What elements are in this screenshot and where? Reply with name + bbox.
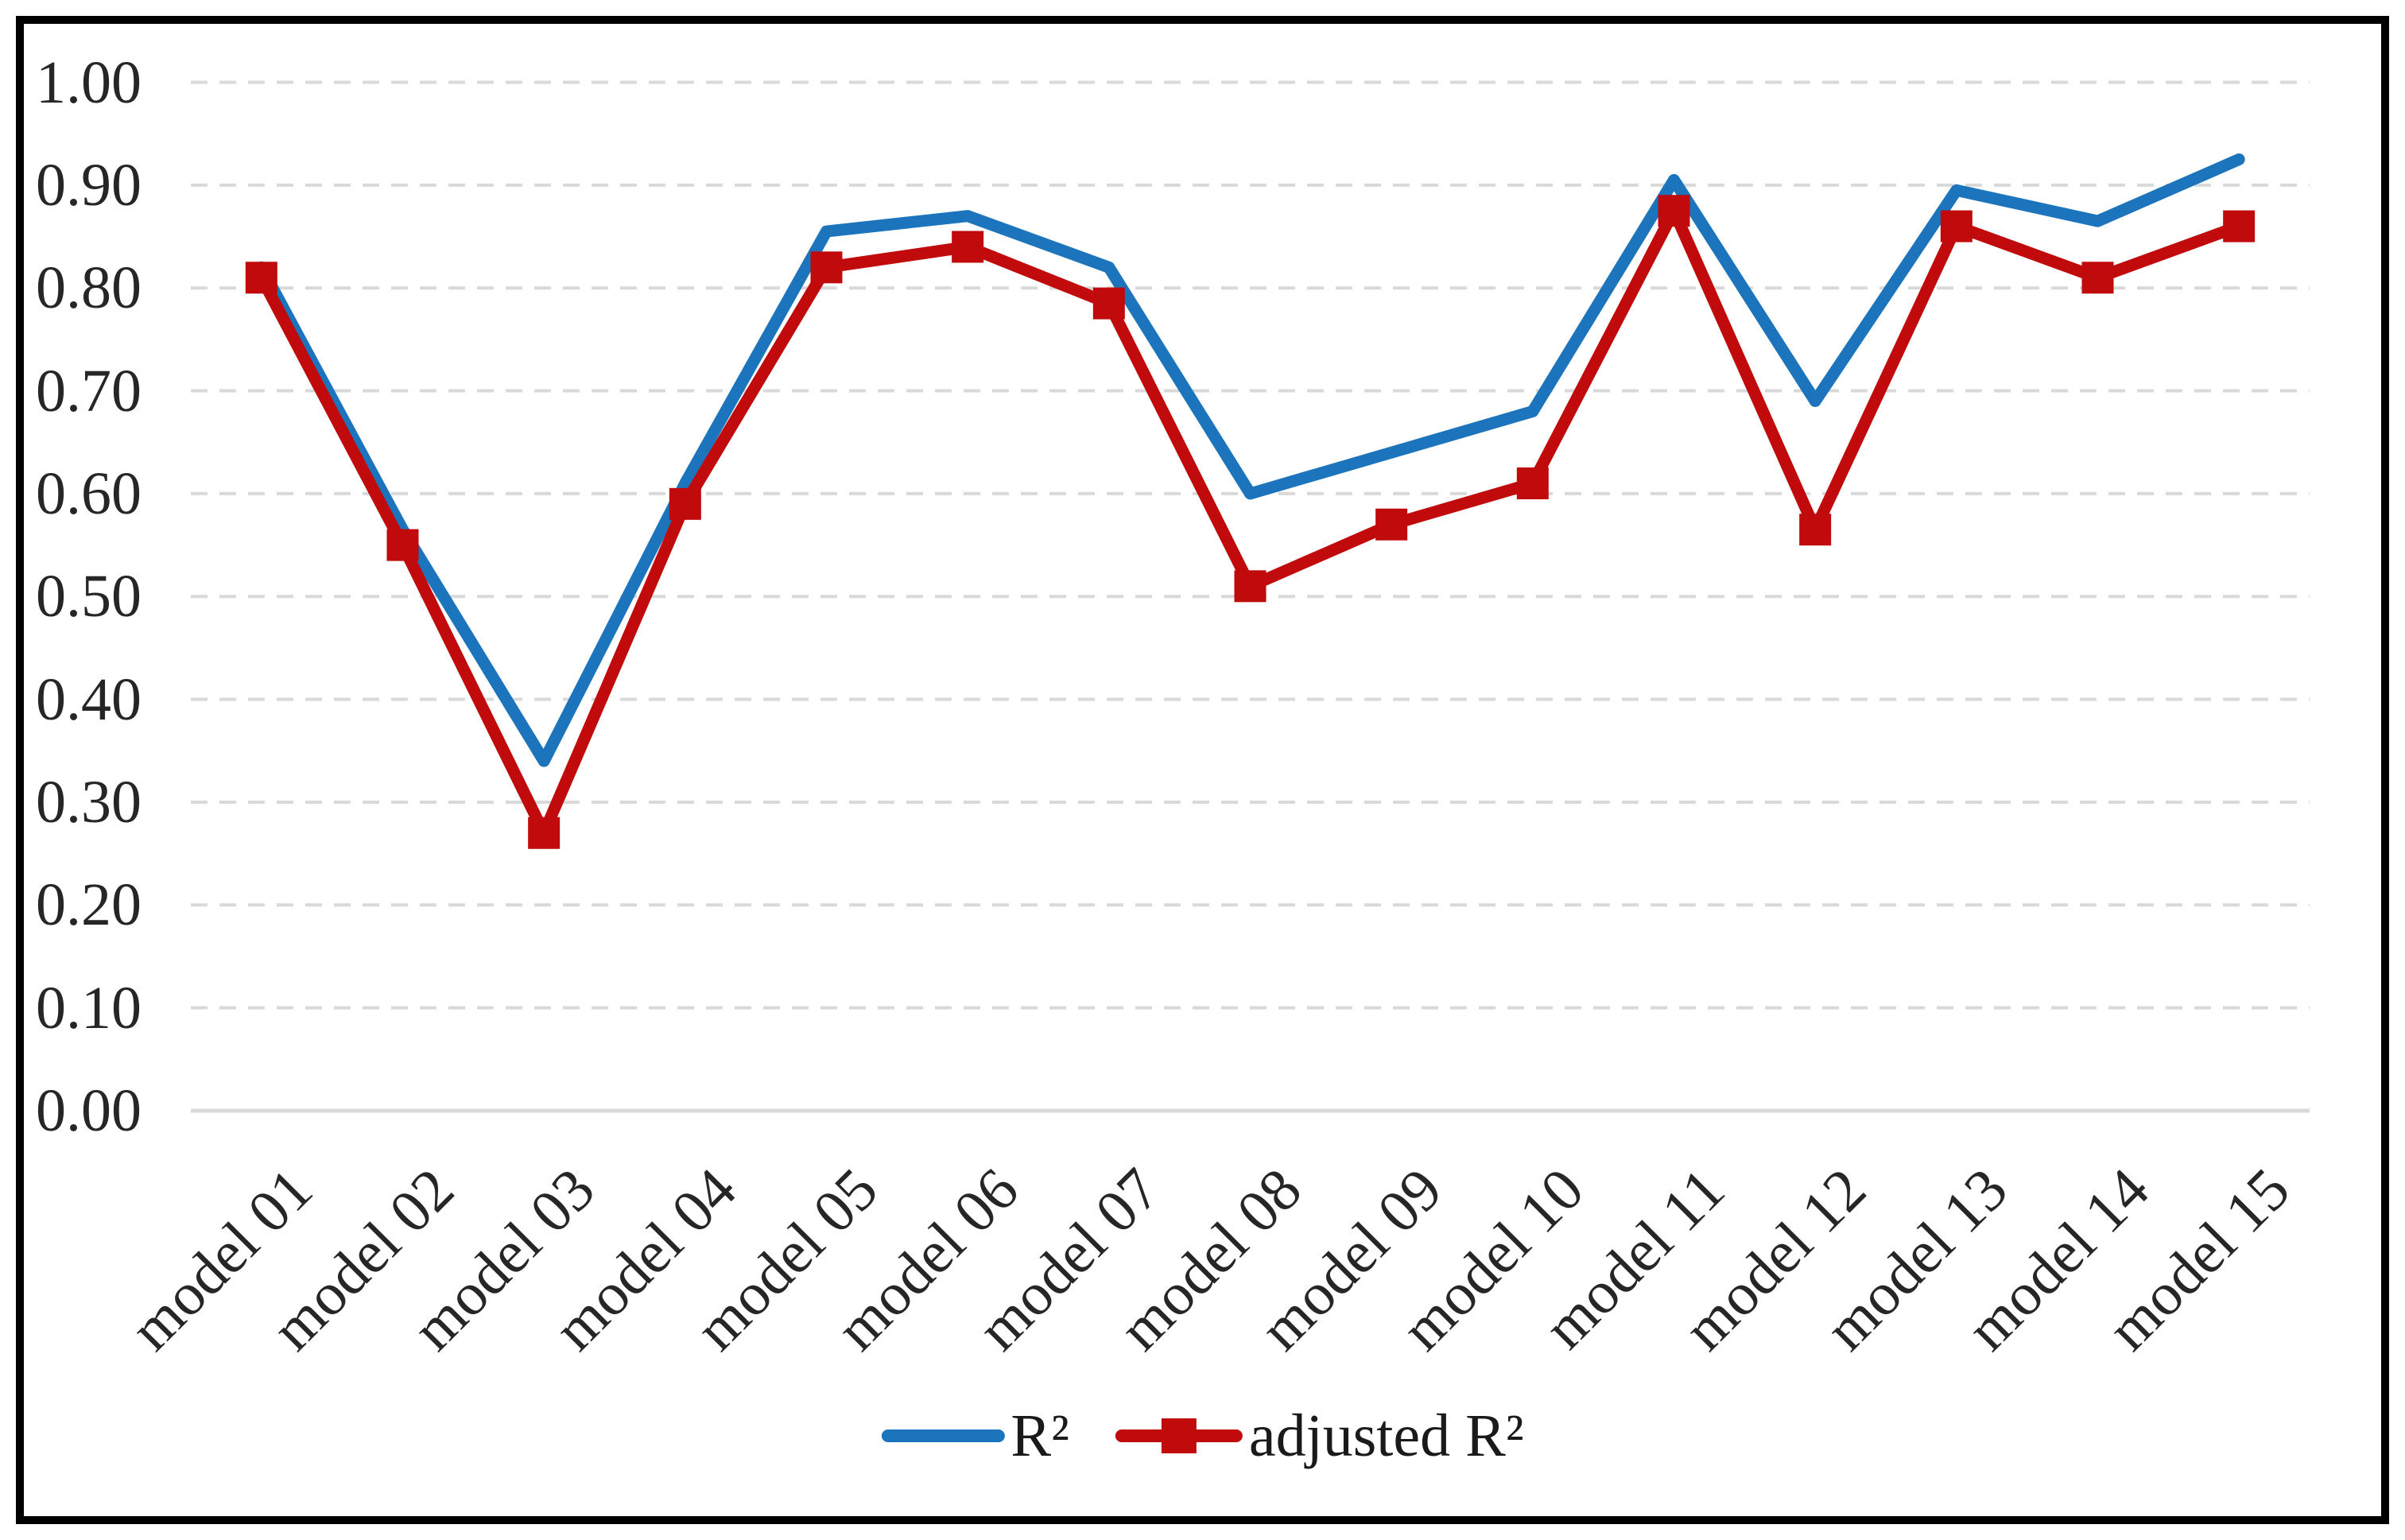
r2-line-swatch [881,1429,1005,1442]
y-axis-tick-label: 0.40 [36,665,142,733]
adjusted-r2-line-swatch [1115,1418,1243,1453]
r2-series-line [255,153,2245,767]
data-point-marker [1092,287,1125,320]
y-axis-tick-label: 0.80 [36,254,142,322]
r2-legend-label: R² [1010,1402,1069,1469]
data-point-marker [528,817,561,849]
y-axis-tick-label: 1.00 [36,48,142,116]
data-point-marker [245,262,277,294]
data-point-marker [1375,508,1408,541]
y-axis-tick-label: 0.90 [36,151,142,219]
legend-item-r2: R² [881,1404,1069,1468]
y-axis-tick-label: 0.70 [36,357,142,425]
y-axis-tick-label: 0.60 [36,460,142,527]
data-point-marker [810,251,843,284]
y-axis-tick-label: 0.00 [36,1077,142,1144]
data-point-marker [1658,195,1690,227]
y-axis-tick-label: 0.30 [36,768,142,836]
adjusted-r2-legend-label: adjusted R² [1248,1402,1524,1469]
data-point-marker [1940,210,1972,242]
y-axis-tick-label: 0.20 [36,871,142,939]
data-point-marker [1799,514,1832,546]
legend-item-adjusted-r2: adjusted R² [1115,1404,1524,1468]
data-point-marker [386,529,419,561]
y-axis-tick-label: 0.50 [36,563,142,630]
y-axis-tick-label: 0.10 [36,974,142,1042]
data-point-marker [1516,467,1549,499]
data-point-marker [1234,570,1267,603]
data-point-marker [2081,262,2114,294]
data-point-marker [669,487,701,520]
data-point-marker [2223,210,2256,242]
legend: R² adjusted R² [881,1404,1524,1468]
adjusted-r2-marker-swatch [1161,1418,1197,1453]
data-point-marker [952,231,984,263]
